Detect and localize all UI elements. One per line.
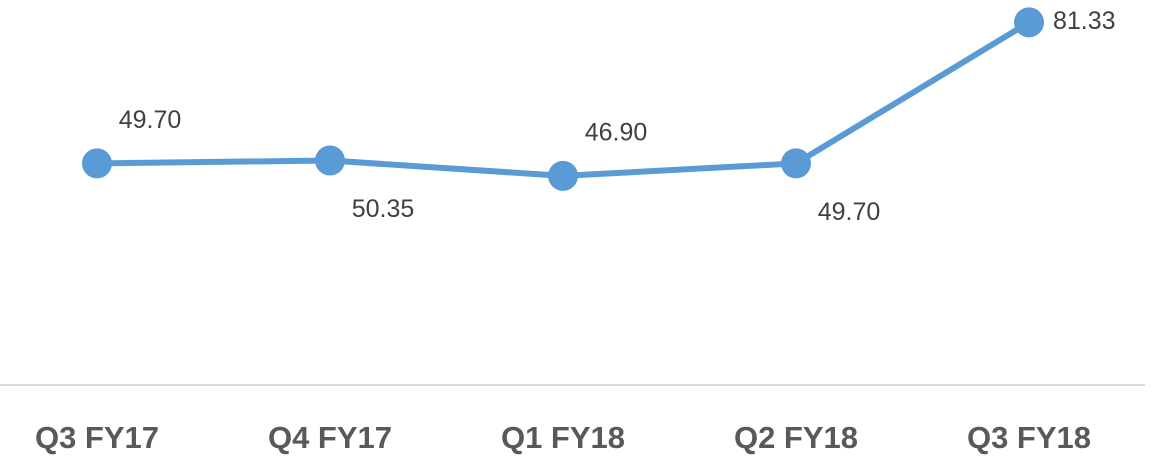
x-tick-label: Q3 FY17: [35, 420, 159, 455]
marker: [315, 145, 345, 176]
marker: [82, 148, 112, 179]
marker: [781, 148, 811, 179]
x-tick-label: Q4 FY17: [268, 420, 392, 455]
data-label: 50.35: [352, 195, 415, 223]
data-label: 49.70: [119, 106, 182, 134]
data-label: 81.33: [1053, 7, 1116, 35]
marker: [548, 160, 578, 191]
data-label: 46.90: [585, 118, 648, 146]
line: [96, 19, 1031, 179]
data-label: 49.70: [818, 198, 881, 226]
x-tick-label: Q2 FY18: [734, 420, 858, 455]
x-tick-label: Q3 FY18: [967, 420, 1091, 455]
marker: [1014, 7, 1044, 38]
x-tick-label: Q1 FY18: [501, 420, 625, 455]
